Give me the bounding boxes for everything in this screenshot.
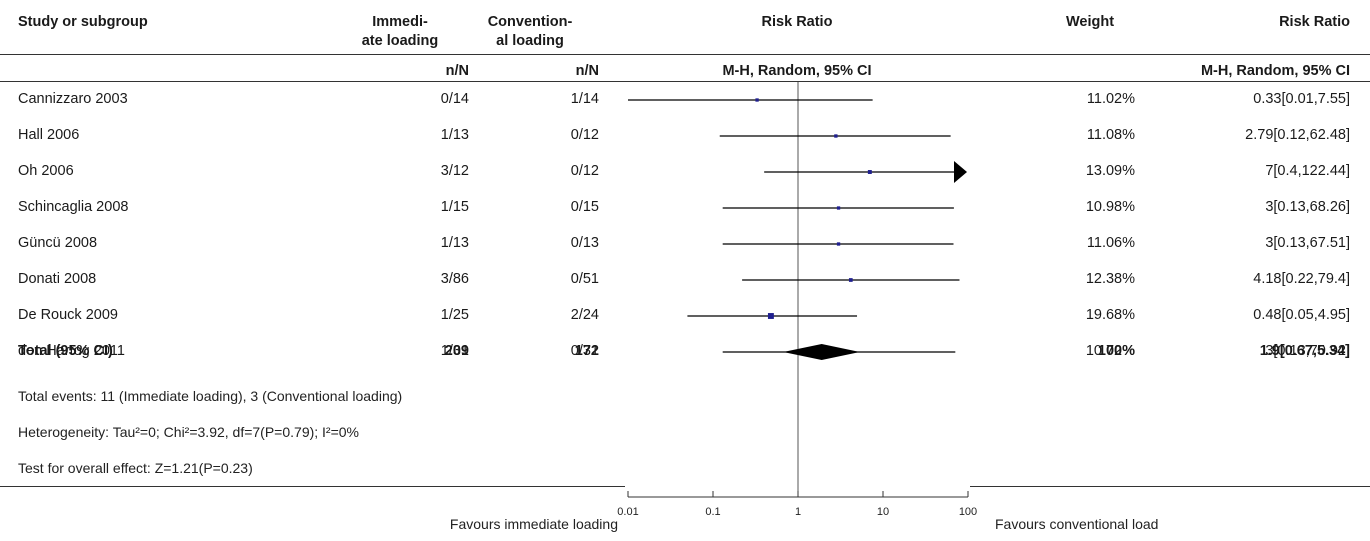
study-rr-text: 0.33[0.01,7.55] xyxy=(1253,91,1350,107)
study-name: Schincaglia 2008 xyxy=(18,199,129,215)
study-name: De Rouck 2009 xyxy=(18,307,118,323)
study-rr-text: 0.48[0.05,4.95] xyxy=(1253,307,1350,323)
header-study: Study or subgroup xyxy=(18,14,148,30)
study-weight: 11.08% xyxy=(1086,127,1135,143)
study-rr-text: 2.79[0.12,62.48] xyxy=(1245,127,1350,143)
study-name: den Hartog 2011 xyxy=(18,343,125,359)
x-tick-label: 10 xyxy=(877,506,889,518)
point-estimate xyxy=(834,134,838,138)
footnote-events: Total events: 11 (Immediate loading), 3 … xyxy=(18,388,403,404)
point-estimate xyxy=(867,170,872,174)
study-weight: 11.02% xyxy=(1086,91,1135,107)
study-exp-events: 1/13 xyxy=(440,235,469,251)
study-exp-events: 0/14 xyxy=(440,91,469,107)
study-exp-events: 1/13 xyxy=(440,127,469,143)
x-tick-label: 0.1 xyxy=(705,506,720,518)
point-estimate xyxy=(836,206,841,210)
header-divider-2 xyxy=(0,81,1370,82)
study-rr-text: 7[0.4,122.44] xyxy=(1265,163,1350,179)
x-tick-label: 1 xyxy=(795,506,801,518)
study-ctrl-events: 0/12 xyxy=(570,163,599,179)
header-exp-sub: n/N xyxy=(445,63,469,79)
x-tick-label: 0.01 xyxy=(617,506,638,518)
study-rr-text: 3[0.13,70.92] xyxy=(1265,343,1350,359)
study-ctrl-events: 0/13 xyxy=(570,235,599,251)
study-rr-text: 3[0.13,67.51] xyxy=(1265,235,1350,251)
favours-left-label: Favours immediate loading xyxy=(449,516,618,532)
study-exp-events: 1/25 xyxy=(440,307,469,323)
study-ctrl-events: 0/51 xyxy=(570,271,599,287)
point-estimate xyxy=(767,313,774,319)
point-estimate xyxy=(848,278,853,282)
study-rr-text: 4.18[0.22,79.4] xyxy=(1253,271,1350,287)
study-exp-events: 1/31 xyxy=(440,343,469,359)
study-name: Güncü 2008 xyxy=(18,235,98,251)
study-ctrl-events: 1/14 xyxy=(570,91,599,107)
study-weight: 13.09% xyxy=(1085,163,1135,179)
study-ctrl-events: 2/24 xyxy=(570,307,599,323)
study-rr-text: 3[0.13,68.26] xyxy=(1265,199,1350,215)
study-weight: 10.72% xyxy=(1085,343,1135,359)
study-name: Donati 2008 xyxy=(18,271,97,287)
header-ctrl-sub: n/N xyxy=(575,63,599,79)
header-rr-sub: M-H, Random, 95% CI xyxy=(1200,63,1350,79)
header-divider-1 xyxy=(0,54,1370,55)
total-diamond xyxy=(783,344,860,360)
footnote-overall: Test for overall effect: Z=1.21(P=0.23) xyxy=(18,460,253,476)
header-weight: Weight xyxy=(1065,14,1115,30)
total-exp: 209 xyxy=(444,343,469,359)
total-ctrl: 172 xyxy=(574,343,599,359)
header-ctrl-line1: Convention- xyxy=(487,14,573,30)
study-weight: 12.38% xyxy=(1085,271,1135,287)
point-estimate xyxy=(836,242,841,246)
total-rr-text: 1.9[0.67,5.34] xyxy=(1259,343,1350,359)
header-plot: Risk Ratio xyxy=(761,14,833,30)
study-weight: 11.06% xyxy=(1086,235,1135,251)
ci-arrow xyxy=(954,161,967,183)
study-weight: 10.98% xyxy=(1085,199,1135,215)
x-tick-label: 100 xyxy=(959,506,977,518)
study-ctrl-events: 0/15 xyxy=(570,199,599,215)
study-exp-events: 1/15 xyxy=(440,199,469,215)
study-ctrl-events: 0/12 xyxy=(570,127,599,143)
study-weight: 19.68% xyxy=(1085,307,1135,323)
bottom-divider-right xyxy=(970,486,1370,487)
header-plot-sub: M-H, Random, 95% CI xyxy=(722,63,872,79)
study-ctrl-events: 0/31 xyxy=(570,343,599,359)
study-name: Cannizzaro 2003 xyxy=(18,91,128,107)
total-weight: 100% xyxy=(1097,343,1135,359)
header-exp-line2: ate loading xyxy=(361,33,439,49)
point-estimate xyxy=(755,98,759,102)
bottom-divider-left xyxy=(0,486,625,487)
header-exp-line1: Immedi- xyxy=(372,14,428,30)
study-exp-events: 3/86 xyxy=(440,271,469,287)
footnote-heterogeneity: Heterogeneity: Tau²=0; Chi²=3.92, df=7(P… xyxy=(18,424,360,440)
favours-right-label: Favours conventional load xyxy=(995,516,1159,532)
header-ctrl-line2: al loading xyxy=(496,33,564,49)
study-exp-events: 3/12 xyxy=(440,163,469,179)
study-name: Oh 2006 xyxy=(18,163,74,179)
study-name: Hall 2006 xyxy=(18,127,80,143)
total-name: Total (95% CI) xyxy=(18,343,113,359)
header-rr: Risk Ratio xyxy=(1279,14,1350,30)
